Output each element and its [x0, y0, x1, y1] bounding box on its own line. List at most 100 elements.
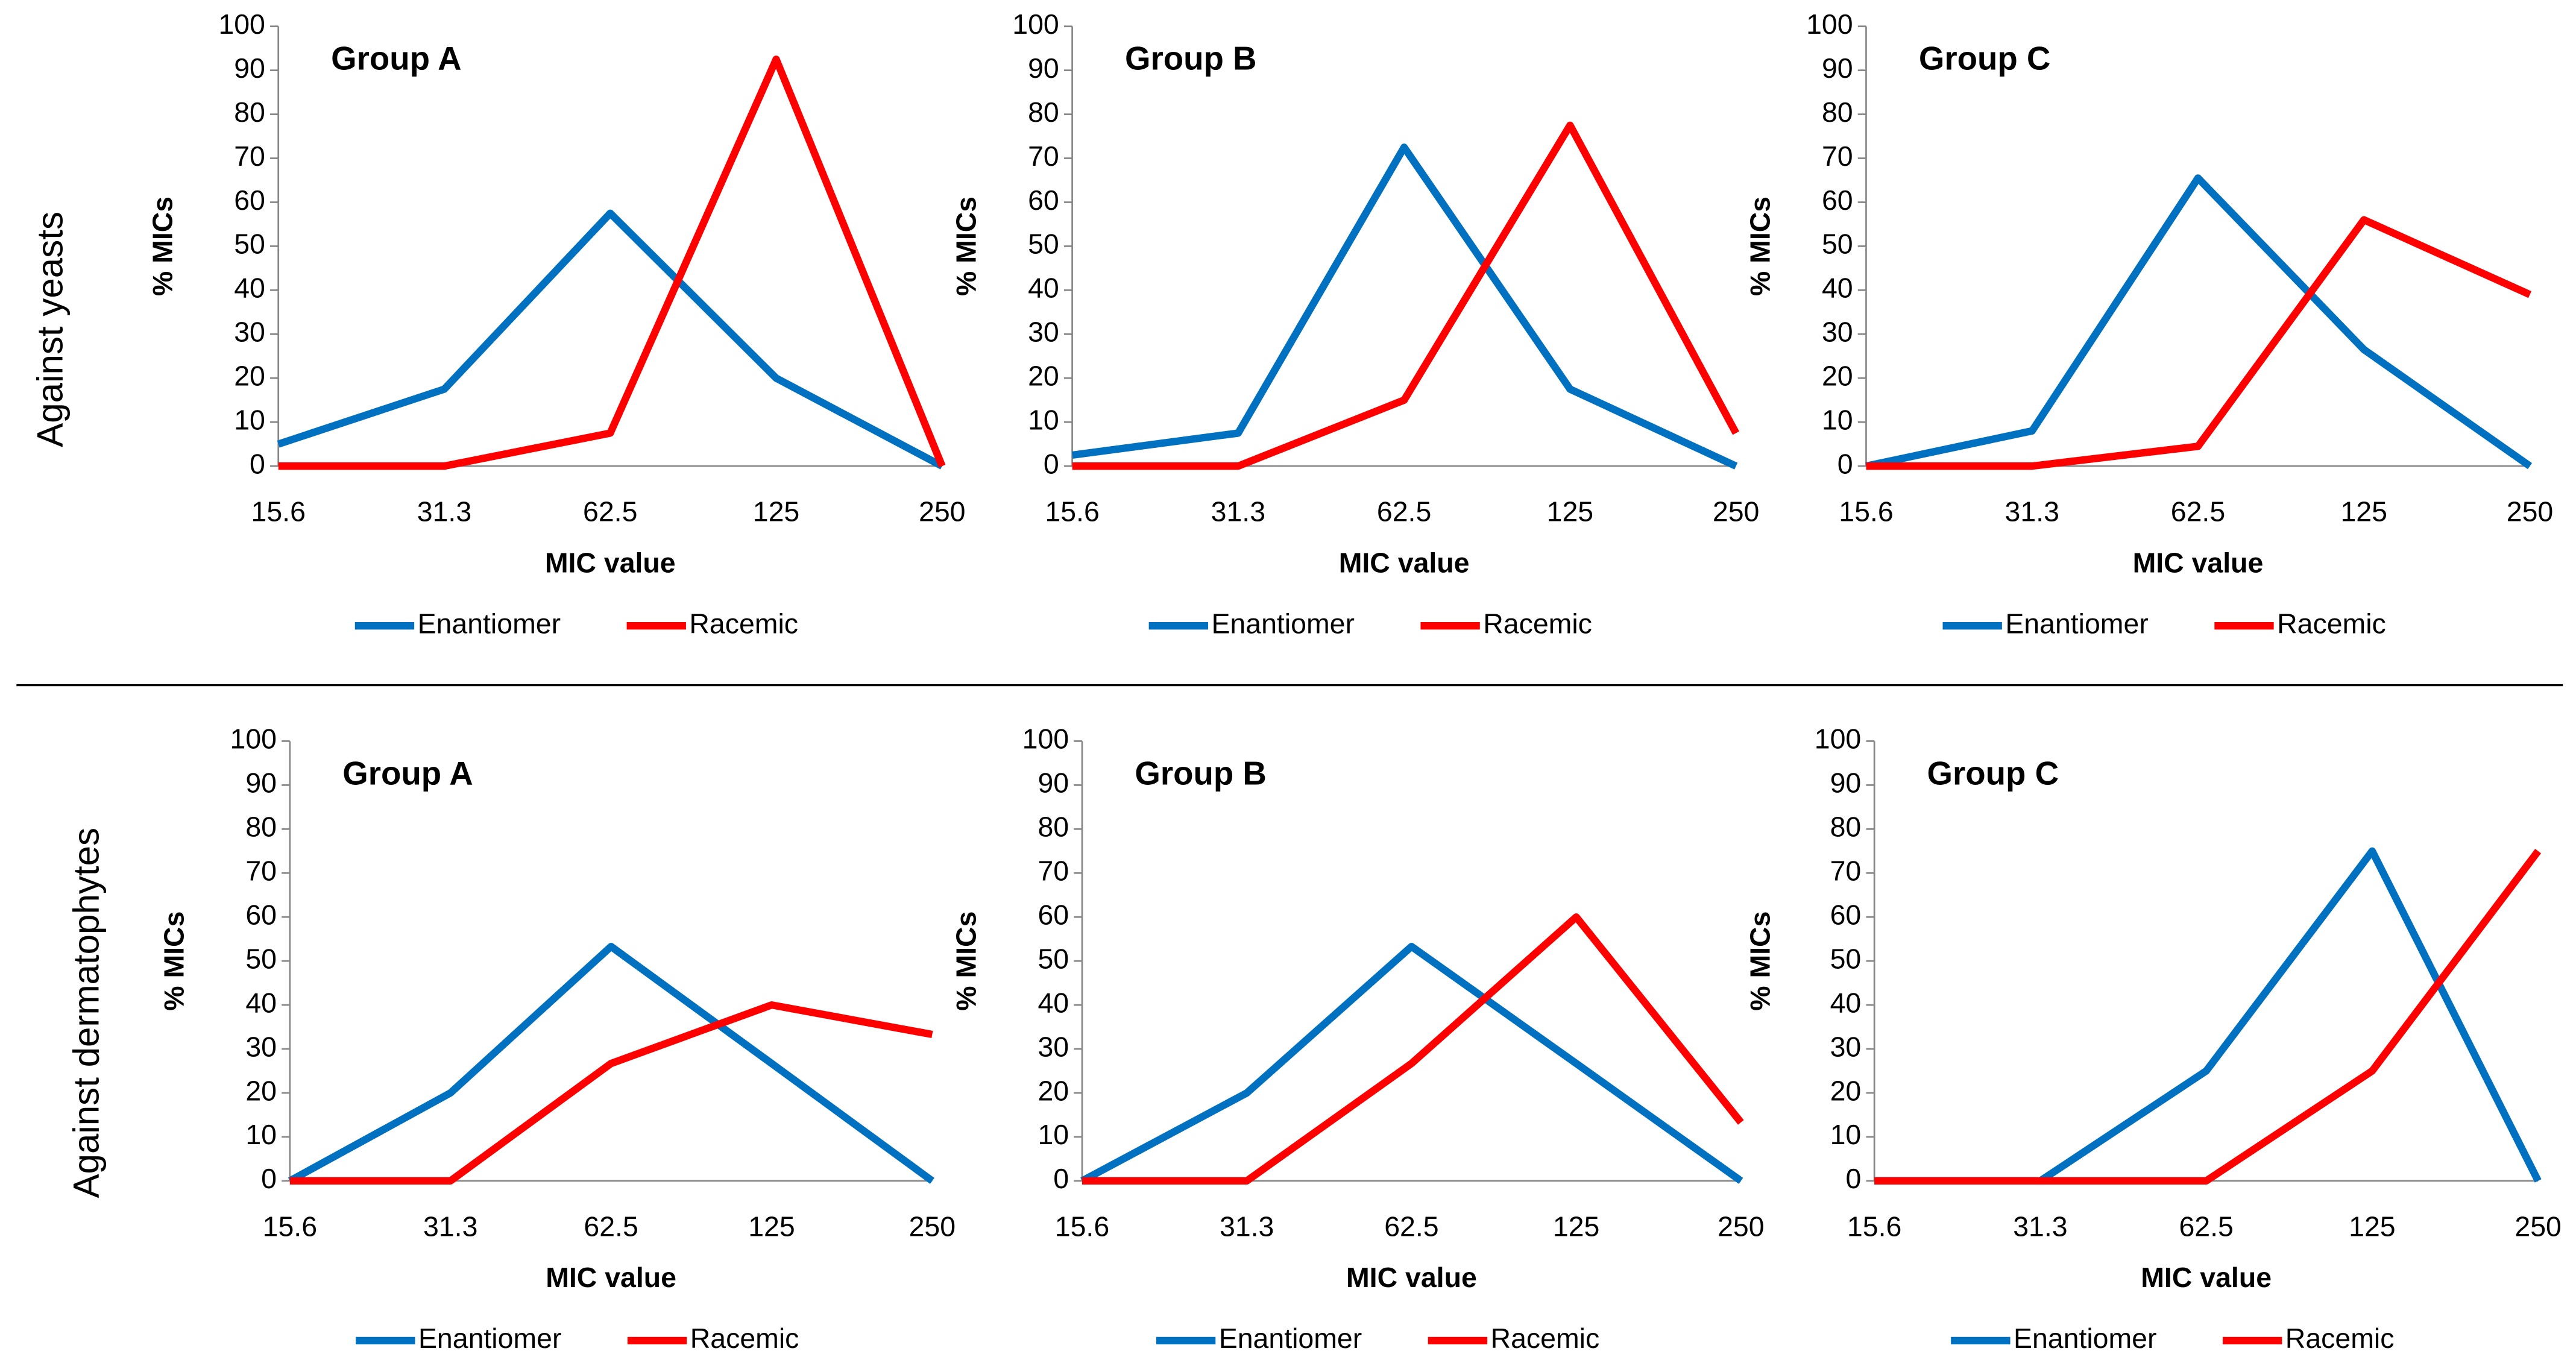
- legend-label: Racemic: [1491, 1323, 1600, 1354]
- legend-label: Enantiomer: [2014, 1323, 2156, 1354]
- y-tick-label: 80: [234, 96, 265, 128]
- series-line: [1865, 174, 2533, 470]
- x-tick-label: 125: [2349, 1210, 2395, 1242]
- y-tick-label: 80: [245, 811, 277, 843]
- y-tick-label: 100: [1012, 8, 1059, 40]
- x-tick-label: 62.5: [1384, 1210, 1438, 1242]
- chart-title: Group C: [1919, 40, 2050, 77]
- chart-title: Group C: [1927, 755, 2059, 792]
- x-axis-label: MIC value: [2133, 547, 2264, 578]
- y-tick-label: 90: [245, 767, 277, 799]
- x-axis-label: MIC value: [545, 547, 676, 578]
- y-tick-label: 60: [234, 184, 265, 216]
- series-line: [1072, 121, 1740, 470]
- legend-label: Racemic: [689, 608, 798, 639]
- x-tick-label: 31.3: [423, 1210, 477, 1242]
- legend-label: Racemic: [1483, 608, 1592, 639]
- y-tick-label: 100: [230, 723, 277, 755]
- y-axis-label: % MICs: [1745, 197, 1776, 296]
- y-tick-label: 20: [1038, 1075, 1069, 1106]
- y-tick-label: 10: [234, 404, 265, 436]
- series-line: [1866, 216, 2532, 470]
- x-tick-label: 125: [2340, 496, 2387, 527]
- series-line: [1082, 913, 1744, 1185]
- x-tick-label: 31.3: [417, 496, 471, 527]
- y-tick-label: 80: [1028, 96, 1059, 128]
- series-line: [289, 1001, 933, 1185]
- x-tick-label: 15.6: [251, 496, 306, 527]
- x-tick-label: 31.3: [2005, 496, 2059, 527]
- y-tick-label: 50: [234, 228, 265, 260]
- y-tick-label: 50: [1038, 943, 1069, 974]
- y-tick-label: 100: [1022, 723, 1069, 755]
- y-tick-label: 60: [1028, 184, 1059, 216]
- x-tick-label: 250: [2515, 1210, 2561, 1242]
- x-tick-label: 62.5: [583, 496, 637, 527]
- y-tick-label: 70: [1028, 140, 1059, 172]
- series-line: [1071, 143, 1738, 470]
- legend-label: Enantiomer: [418, 608, 561, 639]
- x-tick-label: 125: [748, 1210, 795, 1242]
- y-tick-label: 30: [1822, 316, 1853, 348]
- chart-title: Group A: [342, 755, 473, 792]
- legend-label: Racemic: [690, 1323, 799, 1354]
- x-tick-label: 250: [909, 1210, 956, 1242]
- x-tick-label: 125: [1553, 1210, 1599, 1242]
- y-axis-label: % MICs: [951, 911, 982, 1011]
- x-axis-label: MIC value: [2141, 1262, 2272, 1293]
- y-tick-label: 70: [1038, 855, 1069, 887]
- y-tick-label: 10: [1038, 1119, 1069, 1150]
- x-tick-label: 31.3: [1220, 1210, 1274, 1242]
- y-axis-label: % MICs: [1745, 911, 1776, 1011]
- x-tick-label: 15.6: [1055, 1210, 1109, 1242]
- y-tick-label: 70: [245, 855, 277, 887]
- series-line: [288, 942, 934, 1185]
- x-tick-label: 250: [1718, 1210, 1764, 1242]
- y-tick-label: 30: [245, 1031, 277, 1062]
- y-tick-label: 50: [1822, 228, 1853, 260]
- y-tick-label: 90: [234, 52, 265, 84]
- y-tick-label: 0: [1838, 448, 1853, 479]
- legend-label: Racemic: [2285, 1323, 2395, 1354]
- x-tick-label: 62.5: [584, 1210, 638, 1242]
- y-tick-label: 60: [245, 899, 277, 930]
- x-tick-label: 125: [1547, 496, 1593, 527]
- row-label: Against yeasts: [30, 212, 70, 447]
- y-tick-label: 30: [234, 316, 265, 348]
- y-tick-label: 40: [1822, 272, 1853, 304]
- x-tick-label: 250: [919, 496, 965, 527]
- y-tick-label: 40: [1830, 987, 1862, 1018]
- y-tick-label: 60: [1822, 184, 1853, 216]
- y-tick-label: 20: [234, 360, 265, 392]
- series-line: [1874, 847, 2542, 1185]
- y-tick-label: 90: [1830, 767, 1862, 799]
- y-tick-label: 10: [1830, 1119, 1862, 1150]
- y-tick-label: 10: [1028, 404, 1059, 436]
- y-tick-label: 0: [1845, 1163, 1861, 1194]
- y-tick-label: 80: [1830, 811, 1862, 843]
- y-tick-label: 60: [1038, 899, 1069, 930]
- y-tick-label: 40: [234, 272, 265, 304]
- y-tick-label: 80: [1822, 96, 1853, 128]
- y-tick-label: 30: [1028, 316, 1059, 348]
- x-tick-label: 15.6: [1847, 1210, 1901, 1242]
- y-tick-label: 20: [245, 1075, 277, 1106]
- y-tick-label: 10: [245, 1119, 277, 1150]
- y-tick-label: 100: [218, 8, 265, 40]
- y-tick-label: 100: [1815, 723, 1861, 755]
- x-tick-label: 62.5: [1377, 496, 1431, 527]
- y-tick-label: 100: [1806, 8, 1853, 40]
- y-tick-label: 40: [245, 987, 277, 1018]
- series-line: [278, 55, 946, 470]
- y-tick-label: 0: [1044, 448, 1059, 479]
- x-tick-label: 15.6: [263, 1210, 317, 1242]
- chart-title: Group B: [1135, 755, 1266, 792]
- y-tick-label: 50: [1028, 228, 1059, 260]
- y-tick-label: 0: [250, 448, 265, 479]
- x-axis-label: MIC value: [1339, 547, 1470, 578]
- legend-label: Enantiomer: [418, 1323, 561, 1354]
- y-tick-label: 70: [234, 140, 265, 172]
- x-tick-label: 15.6: [1045, 496, 1099, 527]
- y-tick-label: 90: [1822, 52, 1853, 84]
